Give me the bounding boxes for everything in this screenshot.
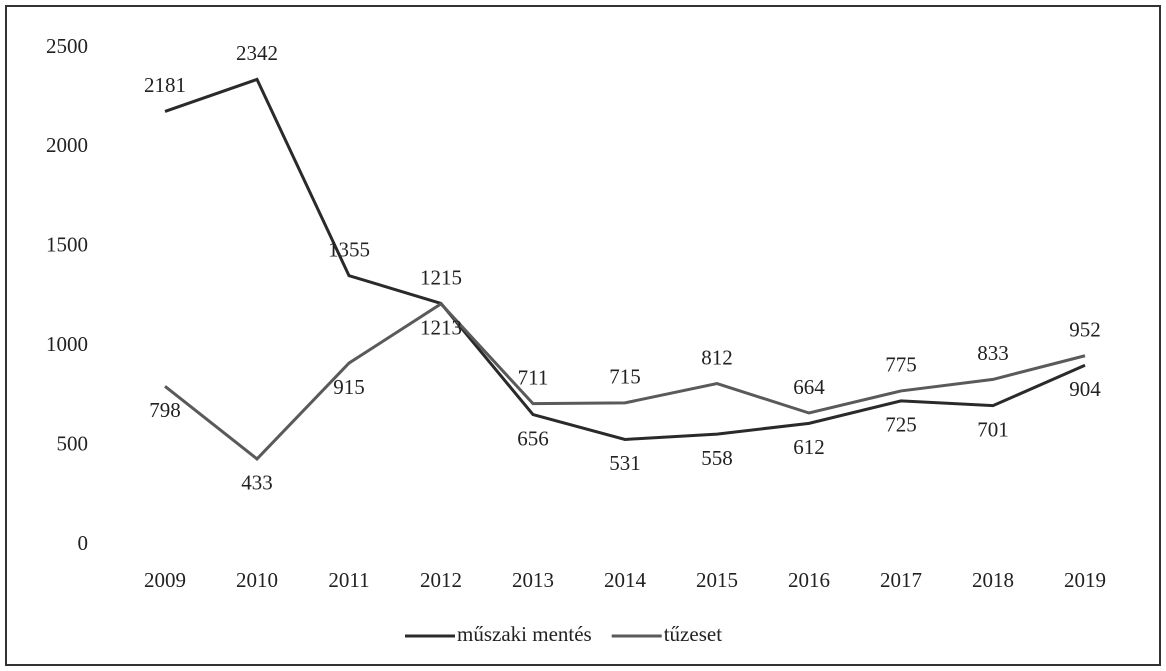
data-label: 904 [1069,377,1101,401]
data-label: 2181 [144,73,186,97]
x-tick-label: 2012 [420,568,462,592]
data-label: 1213 [420,316,462,340]
x-tick-label: 2013 [512,568,554,592]
x-tick-label: 2014 [604,568,647,592]
x-tick-label: 2015 [696,568,738,592]
y-tick-label: 500 [57,431,89,455]
data-label: 812 [701,345,733,369]
data-label: 701 [977,417,1009,441]
y-tick-label: 1000 [46,332,88,356]
y-tick-label: 0 [78,531,89,555]
data-label: 2342 [236,41,278,65]
legend-label: tűzeset [664,622,722,646]
x-tick-label: 2010 [236,568,278,592]
legend-label: műszaki mentés [457,622,592,646]
data-label: 558 [701,446,733,470]
x-tick-label: 2016 [788,568,830,592]
data-label: 715 [609,365,641,389]
x-tick-label: 2009 [144,568,186,592]
series-line [164,77,1086,441]
data-label: 664 [793,375,825,399]
data-label: 656 [517,426,549,450]
data-label: 915 [333,375,365,399]
x-tick-label: 2018 [972,568,1014,592]
x-tick-label: 2019 [1064,568,1106,592]
data-label: 725 [885,413,917,437]
data-label: 798 [149,398,181,422]
data-label: 1215 [420,265,462,289]
chart-border [5,5,1161,666]
y-tick-label: 1500 [46,233,88,257]
data-label: 952 [1069,318,1101,342]
data-label: 433 [241,471,273,495]
data-label: 833 [977,341,1009,365]
data-label: 531 [609,451,641,475]
data-label: 612 [793,435,825,459]
y-tick-label: 2000 [46,133,88,157]
data-label: 711 [518,365,549,389]
x-tick-label: 2017 [880,568,922,592]
y-tick-label: 2500 [46,34,88,58]
data-label: 775 [885,353,917,377]
series-line [164,301,1086,461]
x-tick-label: 2011 [328,568,369,592]
data-label: 1355 [328,237,370,261]
